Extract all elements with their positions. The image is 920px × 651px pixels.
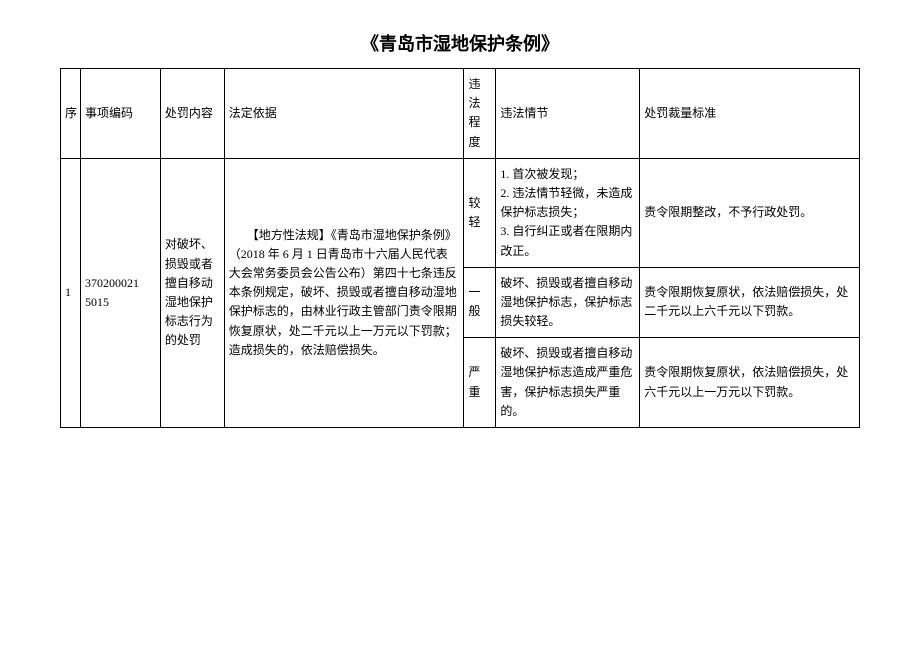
cell-basis: 【地方性法规】《青岛市湿地保护条例》（2018 年 6 月 1 日青岛市十六届人… bbox=[224, 158, 464, 427]
header-item: 处罚内容 bbox=[160, 69, 224, 159]
cell-circ-severe: 破坏、损毁或者擅自移动湿地保护标志造成严重危害，保护标志损失严重的。 bbox=[496, 338, 640, 428]
cell-seq: 1 bbox=[61, 158, 81, 427]
page-title: 《青岛市湿地保护条例》 bbox=[60, 30, 860, 56]
header-seq: 序 bbox=[61, 69, 81, 159]
cell-circ-light: 1. 首次被发现； 2. 违法情节轻微，未造成保护标志损失； 3. 自行纠正或者… bbox=[496, 158, 640, 267]
header-circ: 违法情节 bbox=[496, 69, 640, 159]
cell-code: 370200021 5015 bbox=[80, 158, 160, 427]
table-header-row: 序 事项编码 处罚内容 法定依据 违法程度 违法情节 处罚裁量标准 bbox=[61, 69, 860, 159]
header-level: 违法程度 bbox=[464, 69, 496, 159]
header-std: 处罚裁量标准 bbox=[640, 69, 860, 159]
cell-item: 对破坏、损毁或者擅自移动湿地保护标志行为的处罚 bbox=[160, 158, 224, 427]
header-basis: 法定依据 bbox=[224, 69, 464, 159]
cell-level-light: 较轻 bbox=[464, 158, 496, 267]
cell-level-normal: 一般 bbox=[464, 267, 496, 338]
cell-circ-normal: 破坏、损毁或者擅自移动湿地保护标志，保护标志损失较轻。 bbox=[496, 267, 640, 338]
cell-std-light: 责令限期整改，不予行政处罚。 bbox=[640, 158, 860, 267]
table-row: 1 370200021 5015 对破坏、损毁或者擅自移动湿地保护标志行为的处罚… bbox=[61, 158, 860, 267]
cell-std-severe: 责令限期恢复原状，依法赔偿损失，处六千元以上一万元以下罚款。 bbox=[640, 338, 860, 428]
header-code: 事项编码 bbox=[80, 69, 160, 159]
cell-std-normal: 责令限期恢复原状，依法赔偿损失，处二千元以上六千元以下罚款。 bbox=[640, 267, 860, 338]
cell-level-severe: 严重 bbox=[464, 338, 496, 428]
regulation-table: 序 事项编码 处罚内容 法定依据 违法程度 违法情节 处罚裁量标准 1 3702… bbox=[60, 68, 860, 428]
